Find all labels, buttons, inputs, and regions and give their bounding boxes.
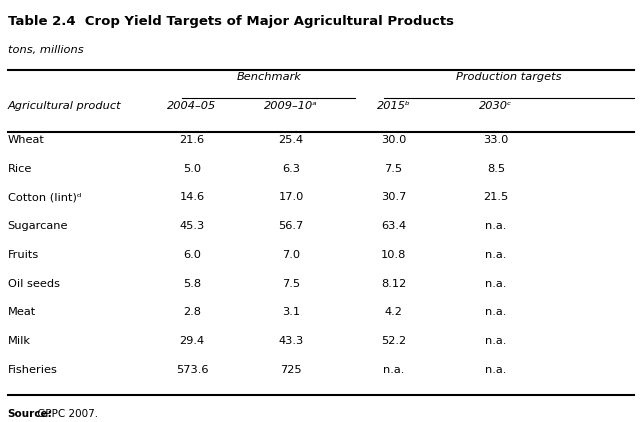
- Text: n.a.: n.a.: [383, 365, 404, 375]
- Text: n.a.: n.a.: [485, 307, 507, 317]
- Text: Benchmark: Benchmark: [236, 72, 301, 82]
- Text: 5.8: 5.8: [183, 279, 201, 289]
- Text: 33.0: 33.0: [483, 135, 509, 145]
- Text: 63.4: 63.4: [381, 221, 406, 231]
- Text: Sugarcane: Sugarcane: [8, 221, 68, 231]
- Text: 2.8: 2.8: [183, 307, 201, 317]
- Text: 25.4: 25.4: [278, 135, 304, 145]
- Text: 6.3: 6.3: [282, 164, 300, 174]
- Text: 4.2: 4.2: [385, 307, 403, 317]
- Text: 7.0: 7.0: [282, 250, 300, 260]
- Text: 3.1: 3.1: [282, 307, 300, 317]
- Text: n.a.: n.a.: [485, 221, 507, 231]
- Text: 45.3: 45.3: [179, 221, 205, 231]
- Text: n.a.: n.a.: [485, 250, 507, 260]
- Text: 52.2: 52.2: [381, 336, 406, 346]
- Text: Agricultural product: Agricultural product: [8, 101, 122, 111]
- Text: Milk: Milk: [8, 336, 31, 346]
- Text: 8.12: 8.12: [381, 279, 406, 289]
- Text: Wheat: Wheat: [8, 135, 45, 145]
- Text: 2030ᶜ: 2030ᶜ: [479, 101, 513, 111]
- Text: 573.6: 573.6: [176, 365, 208, 375]
- Text: 725: 725: [280, 365, 302, 375]
- Text: n.a.: n.a.: [485, 365, 507, 375]
- Text: n.a.: n.a.: [485, 336, 507, 346]
- Text: 30.0: 30.0: [381, 135, 406, 145]
- Text: 2009–10ᵃ: 2009–10ᵃ: [264, 101, 318, 111]
- Text: 7.5: 7.5: [385, 164, 403, 174]
- Text: GPPC 2007.: GPPC 2007.: [34, 409, 98, 419]
- Text: Fisheries: Fisheries: [8, 365, 58, 375]
- Text: 21.5: 21.5: [483, 192, 509, 203]
- Text: Cotton (lint)ᵈ: Cotton (lint)ᵈ: [8, 192, 81, 203]
- Text: Source:: Source:: [8, 409, 52, 419]
- Text: 43.3: 43.3: [278, 336, 304, 346]
- Text: 7.5: 7.5: [282, 279, 300, 289]
- Text: 5.0: 5.0: [183, 164, 201, 174]
- Text: Oil seeds: Oil seeds: [8, 279, 60, 289]
- Text: Production targets: Production targets: [456, 72, 561, 82]
- Text: 21.6: 21.6: [179, 135, 205, 145]
- Text: 2004–05: 2004–05: [168, 101, 216, 111]
- Text: Meat: Meat: [8, 307, 36, 317]
- Text: 30.7: 30.7: [381, 192, 406, 203]
- Text: 2015ᵇ: 2015ᵇ: [377, 101, 410, 111]
- Text: 56.7: 56.7: [278, 221, 304, 231]
- Text: 14.6: 14.6: [179, 192, 205, 203]
- Text: 6.0: 6.0: [183, 250, 201, 260]
- Text: 17.0: 17.0: [278, 192, 304, 203]
- Text: 8.5: 8.5: [487, 164, 505, 174]
- Text: 10.8: 10.8: [381, 250, 406, 260]
- Text: tons, millions: tons, millions: [8, 45, 83, 55]
- Text: n.a.: n.a.: [485, 279, 507, 289]
- Text: 29.4: 29.4: [179, 336, 205, 346]
- Text: Rice: Rice: [8, 164, 32, 174]
- Text: Table 2.4  Crop Yield Targets of Major Agricultural Products: Table 2.4 Crop Yield Targets of Major Ag…: [8, 15, 454, 28]
- Text: Fruits: Fruits: [8, 250, 39, 260]
